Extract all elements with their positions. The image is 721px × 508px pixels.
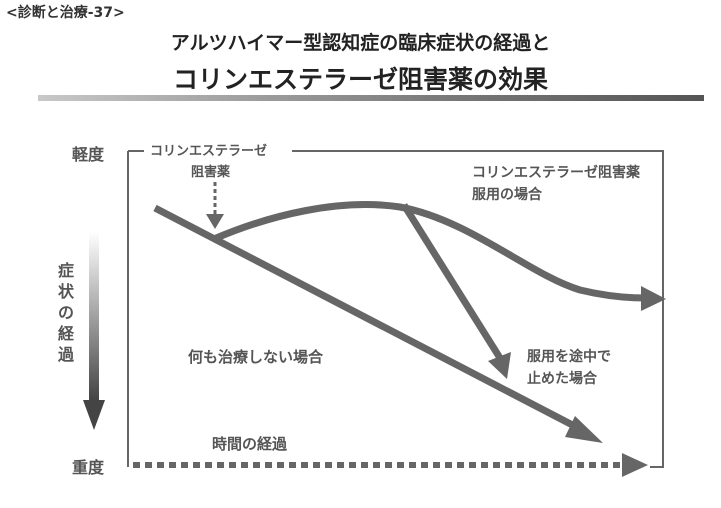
y-axis-severe-label: 重度 — [72, 458, 105, 477]
drug-start-arrowhead — [206, 214, 224, 229]
frame-top-right — [292, 150, 664, 468]
drug-start-label-line1: コリンエステラーゼ — [150, 143, 267, 159]
with-drug-label-line2: 服用の場合 — [472, 186, 543, 203]
section-tag: <診断と治療-37> — [6, 5, 125, 21]
y-axis-label-char-4: 経 — [58, 324, 75, 343]
y-axis-gradient-arrowhead — [83, 400, 105, 430]
title-line-1: アルツハイマー型認知症の臨床症状の経過と — [170, 32, 551, 54]
title-line-2: コリンエステラーゼ阻害薬の効果 — [172, 65, 548, 94]
untreated-decline-line — [153, 204, 586, 435]
no-treatment-label: 何も治療しない場合 — [188, 348, 324, 366]
title-underline-rule — [38, 95, 704, 101]
y-axis-label-char-3: の — [58, 303, 74, 322]
x-axis-label: 時間の経過 — [212, 435, 288, 453]
y-axis-label-char-1: 症 — [58, 261, 74, 280]
y-axis-gradient-bar — [89, 232, 99, 400]
treated-curve-arrowhead — [641, 286, 666, 311]
stopped-medication-arrowhead — [488, 352, 511, 379]
with-drug-label-line1: コリンエステラーゼ阻害薬 — [472, 164, 640, 181]
y-axis-label-char-2: 状 — [58, 282, 75, 301]
stopped-label-line1: 服用を途中で — [527, 348, 611, 365]
untreated-decline-arrowhead — [565, 416, 603, 443]
stopped-label-line2: 止めた場合 — [527, 370, 598, 387]
drug-start-label-line2: 阻害薬 — [191, 164, 231, 180]
x-axis-arrowhead — [622, 453, 648, 477]
y-axis-label-char-5: 過 — [57, 345, 75, 364]
stopped-medication-line — [401, 203, 503, 360]
treated-curve — [212, 201, 646, 302]
y-axis-mild-label: 軽度 — [72, 145, 105, 164]
